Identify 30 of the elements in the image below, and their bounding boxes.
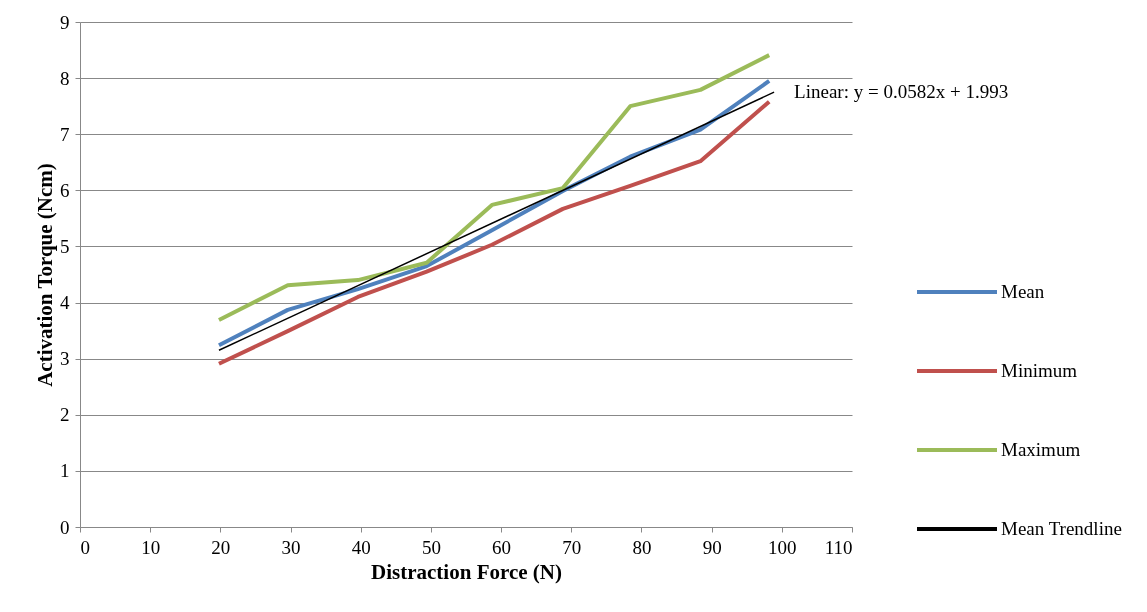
x-tick-label: 40 (351, 536, 371, 558)
legend-label: Mean Trendline (1001, 518, 1122, 539)
annotation: Linear: y = 0.0582x + 1.993 (794, 81, 1009, 103)
x-tick-label: 10 (141, 536, 161, 558)
y-axis-title: Activation Torque (Ncm) (33, 163, 57, 387)
x-tick-label: 90 (702, 536, 722, 558)
x-tick-label: 20 (211, 536, 231, 558)
y-tick-label: 1 (60, 460, 70, 482)
x-tick-label: 0 (80, 536, 90, 558)
legend-label: Minimum (1001, 360, 1078, 381)
legend-label: Maximum (1001, 439, 1081, 460)
x-tick-label: 110 (824, 536, 853, 558)
x-tick-label: 30 (281, 536, 301, 558)
y-tick-label: 5 (60, 235, 70, 257)
x-tick-label: 60 (492, 536, 512, 558)
y-tick-label: 8 (60, 67, 70, 89)
line-series (216, 53, 772, 322)
y-tick-label: 4 (60, 292, 70, 314)
x-tick-label: 100 (768, 536, 797, 558)
x-axis-title: Distraction Force (N) (371, 559, 562, 584)
y-tick-label: 6 (60, 179, 70, 201)
legend-label: Mean (1001, 281, 1045, 302)
y-tick-label: 2 (60, 404, 70, 426)
x-tick-label: 70 (562, 536, 582, 558)
y-tick-label: 9 (60, 11, 70, 33)
y-tick-label: 3 (60, 348, 70, 370)
x-tick-label: 80 (632, 536, 652, 558)
x-tick-label: 50 (421, 536, 441, 558)
y-tick-label: 0 (60, 516, 70, 538)
y-tick-label: 7 (60, 123, 70, 145)
